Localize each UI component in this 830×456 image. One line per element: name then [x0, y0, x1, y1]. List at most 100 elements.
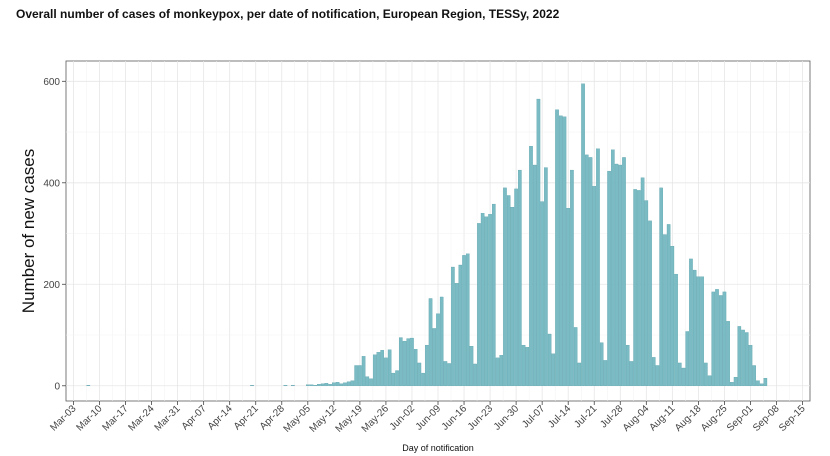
bar-Aug-12 — [674, 273, 678, 386]
bar-Jun-21 — [480, 213, 485, 386]
bar-Aug-21 — [707, 375, 712, 386]
bar-Jun-13 — [451, 266, 455, 386]
bar-Jun-02 — [410, 337, 414, 386]
bar-Mar-07 — [86, 385, 91, 386]
bar-Jun-24 — [492, 203, 496, 386]
bar-May-16 — [346, 381, 351, 386]
x-tick-label: Mar-17 — [100, 403, 130, 433]
chart-title: Overall number of cases of monkeypox, pe… — [16, 7, 560, 21]
bar-May-14 — [339, 383, 344, 386]
bar-Jul-18 — [581, 83, 585, 386]
bar-Jul-22 — [596, 148, 600, 386]
bar-Jul-01 — [518, 169, 522, 386]
bar-Jul-27 — [614, 163, 619, 386]
bar-Jun-06 — [425, 345, 429, 386]
x-tick-label: Jun-30 — [492, 403, 522, 433]
x-tick-label: Apr-21 — [232, 403, 261, 432]
bars — [86, 83, 768, 386]
y-tick-label: 0 — [54, 381, 60, 392]
bar-Aug-11 — [670, 246, 675, 386]
bar-May-10 — [324, 383, 329, 386]
bar-Jul-29 — [622, 157, 626, 386]
bar-Jun-10 — [439, 296, 444, 386]
x-tick-label: May-26 — [360, 403, 392, 435]
bar-Jul-06 — [536, 98, 541, 386]
x-tick-label: Mar-03 — [48, 403, 78, 433]
bar-Aug-23 — [715, 289, 719, 386]
bar-Jun-07 — [428, 298, 433, 386]
bar-Sep-01 — [748, 345, 753, 386]
bar-Aug-03 — [640, 177, 645, 386]
bar-Aug-05 — [648, 220, 652, 386]
bar-Aug-04 — [644, 200, 649, 386]
bar-Sep-02 — [752, 365, 756, 386]
bar-Jun-28 — [506, 195, 511, 386]
bar-Jun-22 — [484, 216, 489, 386]
bar-May-26 — [384, 357, 388, 386]
bar-Jul-17 — [577, 362, 582, 386]
bar-Jun-01 — [406, 338, 411, 386]
bar-Aug-08 — [659, 187, 663, 386]
bar-Aug-13 — [678, 362, 682, 386]
bar-Jul-09 — [547, 333, 552, 386]
bar-Jun-05 — [421, 372, 425, 386]
bar-Aug-26 — [726, 321, 730, 386]
bar-Aug-25 — [722, 291, 727, 386]
bar-Jul-30 — [625, 345, 630, 386]
bar-Jun-19 — [473, 363, 477, 386]
bar-Aug-28 — [733, 376, 738, 386]
bar-May-21 — [365, 376, 370, 386]
bar-Jul-02 — [521, 345, 526, 386]
bar-Jul-26 — [611, 149, 615, 386]
bar-Aug-20 — [704, 362, 708, 386]
bar-Aug-14 — [681, 367, 686, 386]
bar-Jun-11 — [443, 361, 448, 386]
bar-Jun-20 — [477, 223, 481, 386]
bar-May-06 — [309, 384, 314, 386]
bar-Jul-03 — [525, 347, 530, 386]
bar-May-22 — [369, 378, 373, 386]
x-tick-label: Jun-16 — [440, 403, 470, 433]
x-tick-label: Sep-08 — [751, 403, 782, 434]
bar-May-01 — [291, 385, 295, 386]
bar-May-25 — [380, 350, 384, 386]
bar-Jul-15 — [570, 169, 574, 386]
bar-Jul-04 — [529, 146, 533, 386]
bar-Jun-08 — [432, 328, 437, 386]
x-tick-label: Jul-14 — [546, 403, 573, 430]
bar-Aug-16 — [689, 258, 693, 386]
bar-May-07 — [313, 385, 318, 386]
bar-Jul-07 — [540, 201, 544, 386]
bar-Apr-20 — [250, 385, 254, 386]
bar-Jul-24 — [603, 360, 608, 386]
bar-Jun-04 — [417, 362, 422, 386]
bar-May-13 — [335, 382, 340, 386]
bar-Jun-17 — [465, 253, 470, 386]
x-tick-label: Apr-07 — [180, 403, 209, 432]
x-tick-label: Apr-14 — [206, 403, 235, 432]
bar-May-09 — [320, 383, 325, 386]
y-tick-label: 200 — [43, 280, 60, 291]
bar-Jun-18 — [469, 346, 474, 386]
x-tick-label: Mar-24 — [126, 403, 156, 433]
bar-Aug-07 — [655, 365, 660, 386]
bar-May-18 — [354, 365, 358, 386]
bar-Jul-19 — [585, 154, 589, 386]
bar-May-12 — [332, 382, 336, 386]
bar-Jun-30 — [514, 188, 518, 386]
bar-Aug-29 — [737, 326, 742, 386]
bar-Aug-17 — [692, 269, 697, 386]
bar-May-30 — [399, 337, 403, 386]
x-tick-label: Aug-25 — [699, 403, 730, 434]
bar-Jul-21 — [592, 186, 597, 386]
x-tick-label: Aug-11 — [647, 403, 677, 433]
bar-Jul-11 — [555, 109, 559, 386]
bar-May-08 — [317, 384, 321, 386]
y-tick-label: 600 — [43, 77, 60, 88]
bar-Jul-28 — [618, 164, 623, 386]
bar-May-23 — [372, 354, 377, 386]
bar-Aug-18 — [696, 276, 701, 386]
x-tick-label: May-12 — [308, 403, 340, 435]
x-tick-label: Jun-23 — [466, 403, 496, 433]
